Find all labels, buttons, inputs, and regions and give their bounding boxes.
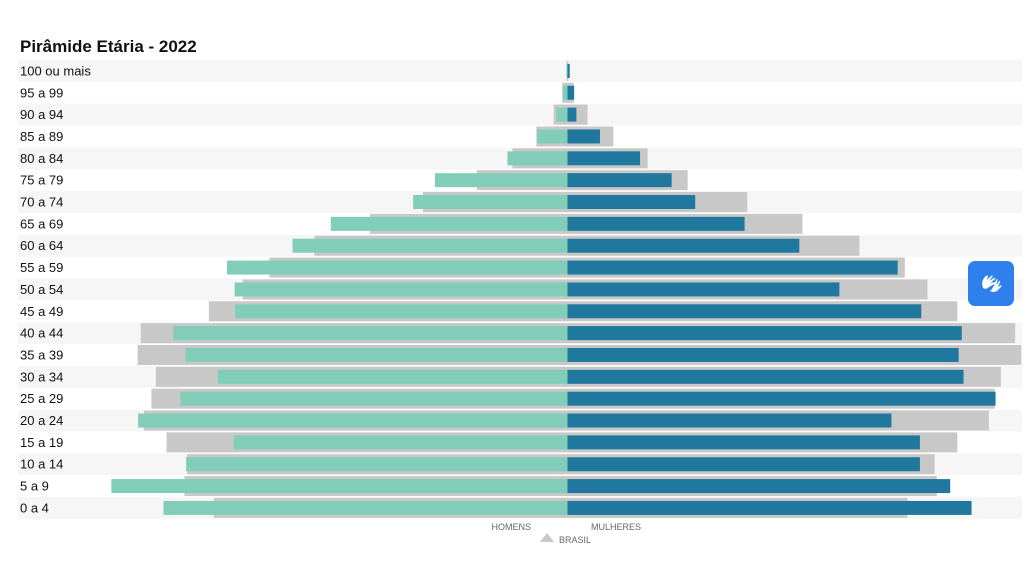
mulheres-bar-35-a-39 <box>567 347 959 362</box>
age-label-0-a-4: 0 a 4 <box>20 500 49 515</box>
age-label-70-a-74: 70 a 74 <box>20 195 63 210</box>
homens-bar-100-ou-mais <box>566 63 568 78</box>
homens-bar-60-a-64 <box>292 238 568 253</box>
mulheres-bar-70-a-74 <box>567 195 696 210</box>
age-group-labels: 100 ou mais 95 a 99 90 a 94 85 a 89 80 a 84 7… <box>20 63 91 515</box>
age-label-50-a-54: 50 a 54 <box>20 282 63 297</box>
homens-bar-75-a-79 <box>434 173 568 188</box>
age-label-65-a-69: 65 a 69 <box>20 216 63 231</box>
homens-bar-85-a-89 <box>537 129 568 144</box>
mulheres-bar-15-a-19 <box>567 435 920 450</box>
homens-bar-80-a-84 <box>507 151 568 166</box>
age-label-90-a-94: 90 a 94 <box>20 107 63 122</box>
age-label-55-a-59: 55 a 59 <box>20 260 63 275</box>
age-label-100-ou-mais: 100 ou mais <box>20 63 91 78</box>
mulheres-bar-20-a-24 <box>567 413 892 428</box>
chart-title: Pirâmide Etária - 2022 <box>20 37 197 56</box>
age-label-15-a-19: 15 a 19 <box>20 435 63 450</box>
mulheres-bar-85-a-89 <box>567 129 600 144</box>
mulheres-bar-45-a-49 <box>567 304 922 319</box>
legend-mulheres: MULHERES <box>591 522 641 532</box>
homens-bar-70-a-74 <box>413 195 568 210</box>
legend-homens: HOMENS <box>491 522 531 532</box>
homens-bar-20-a-24 <box>138 413 568 428</box>
sign-language-accessibility-button[interactable] <box>968 261 1014 306</box>
age-label-10-a-14: 10 a 14 <box>20 457 63 472</box>
homens-bar-0-a-4 <box>163 500 568 515</box>
mulheres-bar-0-a-4 <box>567 500 972 515</box>
mulheres-bar-50-a-54 <box>567 282 840 297</box>
homens-bar-5-a-9 <box>111 479 568 494</box>
mulheres-bar-40-a-44 <box>567 326 962 341</box>
homens-bar-65-a-69 <box>330 216 568 231</box>
age-label-75-a-79: 75 a 79 <box>20 173 63 188</box>
age-label-80-a-84: 80 a 84 <box>20 151 63 166</box>
homens-bar-55-a-59 <box>227 260 568 275</box>
legend-brasil: BRASIL <box>559 535 591 545</box>
homens-bar-35-a-39 <box>185 347 568 362</box>
mulheres-bar-55-a-59 <box>567 260 898 275</box>
age-label-5-a-9: 5 a 9 <box>20 479 49 494</box>
mulheres-bar-65-a-69 <box>567 216 745 231</box>
homens-bar-95-a-99 <box>563 85 568 100</box>
homens-bar-45-a-49 <box>235 304 568 319</box>
homens-bar-15-a-19 <box>233 435 568 450</box>
mulheres-bar-30-a-34 <box>567 369 964 384</box>
homens-bar-25-a-29 <box>180 391 568 406</box>
mulheres-bar-10-a-14 <box>567 457 920 472</box>
age-label-85-a-89: 85 a 89 <box>20 129 63 144</box>
sign-language-hands-icon <box>982 275 1002 292</box>
homens-bar-40-a-44 <box>173 326 568 341</box>
age-label-40-a-44: 40 a 44 <box>20 326 63 341</box>
age-label-60-a-64: 60 a 64 <box>20 238 63 253</box>
homens-bar-30-a-34 <box>217 369 568 384</box>
homens-bar-50-a-54 <box>234 282 568 297</box>
mulheres-bar-25-a-29 <box>567 391 996 406</box>
age-label-35-a-39: 35 a 39 <box>20 347 63 362</box>
age-label-95-a-99: 95 a 99 <box>20 85 63 100</box>
row-band <box>18 60 1022 82</box>
mulheres-bar-100-ou-mais <box>567 63 570 78</box>
age-label-30-a-34: 30 a 34 <box>20 369 63 384</box>
homens-bar-90-a-94 <box>556 107 568 122</box>
mulheres-bar-75-a-79 <box>567 173 672 188</box>
mulheres-bar-5-a-9 <box>567 479 951 494</box>
age-label-25-a-29: 25 a 29 <box>20 391 63 406</box>
homens-bar-10-a-14 <box>186 457 568 472</box>
age-label-45-a-49: 45 a 49 <box>20 304 63 319</box>
mulheres-bar-95-a-99 <box>567 85 575 100</box>
series-bars <box>111 63 996 515</box>
legend-brasil-triangle-icon <box>540 533 554 542</box>
age-label-20-a-24: 20 a 24 <box>20 413 63 428</box>
row-band <box>18 103 1022 126</box>
mulheres-bar-60-a-64 <box>567 238 800 253</box>
mulheres-bar-90-a-94 <box>567 107 577 122</box>
mulheres-bar-80-a-84 <box>567 151 641 166</box>
